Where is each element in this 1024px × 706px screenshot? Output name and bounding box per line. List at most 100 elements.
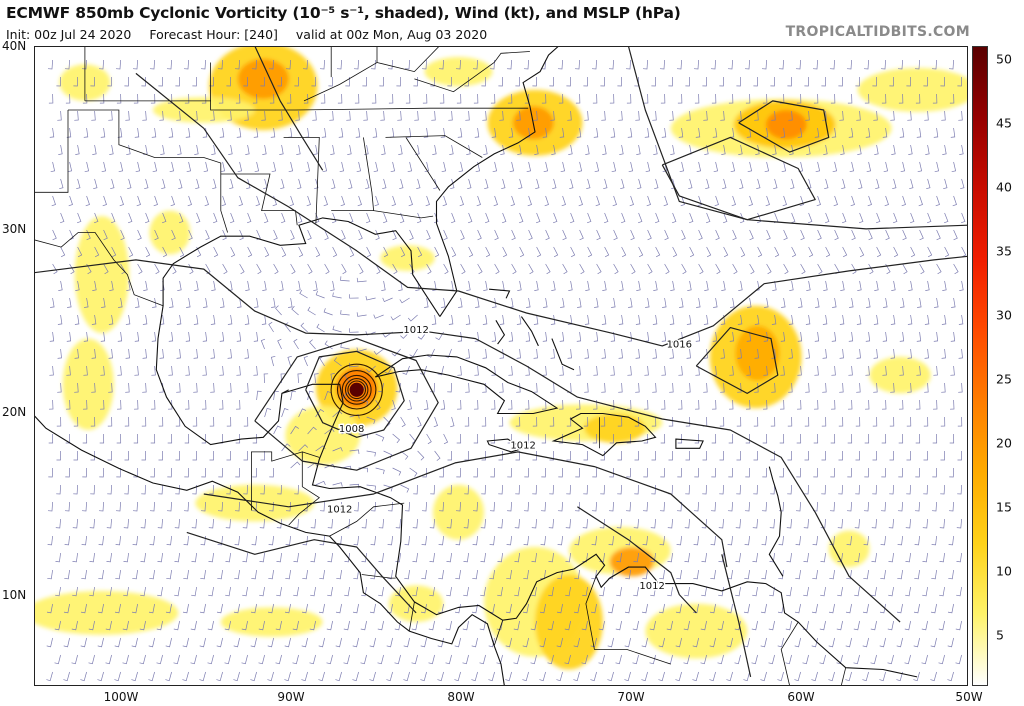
wind-barb <box>888 552 894 563</box>
wind-barb <box>590 603 597 614</box>
wind-barb <box>824 178 829 190</box>
wind-barb <box>675 671 682 682</box>
wind-barb <box>641 671 648 682</box>
coastlines <box>34 46 918 686</box>
wind-barb <box>881 399 887 410</box>
wind-barb <box>749 229 754 241</box>
wind-barb <box>820 518 826 529</box>
wind-barb <box>721 144 726 155</box>
wind-barb <box>201 467 206 478</box>
wind-barb <box>603 178 608 190</box>
wind-barb <box>68 195 73 207</box>
wind-barb <box>561 195 566 207</box>
wind-barb <box>86 263 92 275</box>
wind-barb <box>447 382 452 393</box>
wind-barb <box>883 161 889 173</box>
wind-barb <box>142 348 147 359</box>
wind-barb <box>814 365 819 376</box>
wind-barb <box>768 654 775 665</box>
wind-barb <box>712 127 718 138</box>
wind-barb <box>931 501 937 512</box>
wind-barb <box>488 637 495 648</box>
wind-barb <box>52 229 57 241</box>
wind-barb <box>46 671 53 682</box>
wind-barb <box>285 59 291 70</box>
wind-barb <box>66 365 71 376</box>
wind-barb <box>378 518 384 529</box>
wind-barb <box>693 59 699 70</box>
wind-barb <box>48 93 54 104</box>
wind-barb <box>721 280 726 291</box>
wind-barb <box>930 637 937 648</box>
wind-barb <box>148 671 155 682</box>
wind-barb <box>670 280 675 291</box>
wind-barb <box>926 178 931 190</box>
wind-barb <box>839 110 844 121</box>
wind-barb <box>506 501 512 512</box>
wind-barb <box>296 280 301 291</box>
wind-barb <box>696 297 701 308</box>
wind-barb <box>139 620 146 631</box>
wind-barb <box>98 59 104 70</box>
colorbar-tick-15: 15 <box>996 499 1012 515</box>
wind-barb <box>556 603 563 614</box>
wind-barb <box>677 433 683 444</box>
wind-barb <box>440 127 446 138</box>
wind-barb <box>522 603 529 614</box>
wind-barb <box>65 399 71 410</box>
wind-barb <box>803 552 809 563</box>
wind-barb <box>306 195 311 207</box>
wind-barb <box>482 110 487 121</box>
wind-barb <box>369 637 376 648</box>
wind-barb <box>627 331 633 342</box>
wind-barb <box>290 425 299 435</box>
wind-barb <box>804 76 809 87</box>
wind-barb <box>847 433 853 444</box>
wind-barb <box>744 569 750 580</box>
wind-barb <box>391 348 401 357</box>
wind-barb <box>66 331 72 342</box>
wind-barb <box>659 501 665 512</box>
wind-barb <box>247 246 253 258</box>
wind-barb <box>353 535 359 546</box>
wind-barb <box>823 280 828 291</box>
wind-barb <box>191 552 197 563</box>
wind-barb <box>417 246 423 258</box>
wind-barb <box>508 365 513 376</box>
wind-barb <box>897 569 903 580</box>
wind-barb <box>872 76 877 87</box>
isobar-1012-cyclone-outer <box>254 338 439 471</box>
wind-barb <box>122 654 129 665</box>
wind-barb <box>492 161 498 173</box>
wind-barb <box>298 246 304 258</box>
wind-barb <box>431 314 437 325</box>
wind-barb <box>559 331 565 342</box>
wind-barb <box>360 620 367 631</box>
wind-barb <box>234 59 240 70</box>
wind-barb <box>543 161 549 173</box>
wind-barb <box>140 518 146 529</box>
chart-title: ECMWF 850mb Cyclonic Vorticity (10⁻⁵ s⁻¹… <box>6 4 681 22</box>
chart-subtitle: Init: 00z Jul 24 2020 Forecast Hour: [24… <box>6 27 501 42</box>
wind-barb <box>821 484 826 495</box>
wind-barb <box>108 348 113 359</box>
wind-barb <box>434 450 441 461</box>
wind-barb <box>428 654 435 665</box>
wind-barb <box>765 195 770 207</box>
wind-barb <box>71 620 78 631</box>
wind-barb <box>889 76 894 87</box>
wind-barb <box>525 331 531 342</box>
wind-barb <box>48 433 54 444</box>
wind-barb <box>829 535 835 546</box>
wind-barb <box>429 518 435 529</box>
wind-barb <box>566 76 571 87</box>
wind-barb <box>779 399 785 410</box>
wind-barb <box>832 161 838 173</box>
hurricane-center <box>330 363 383 416</box>
wind-barb <box>761 59 767 70</box>
isobar-1012-sa <box>577 506 697 614</box>
wind-barb <box>712 331 718 342</box>
wind-barb <box>176 110 181 121</box>
wind-barb <box>701 552 707 563</box>
wind-barb <box>73 76 78 87</box>
